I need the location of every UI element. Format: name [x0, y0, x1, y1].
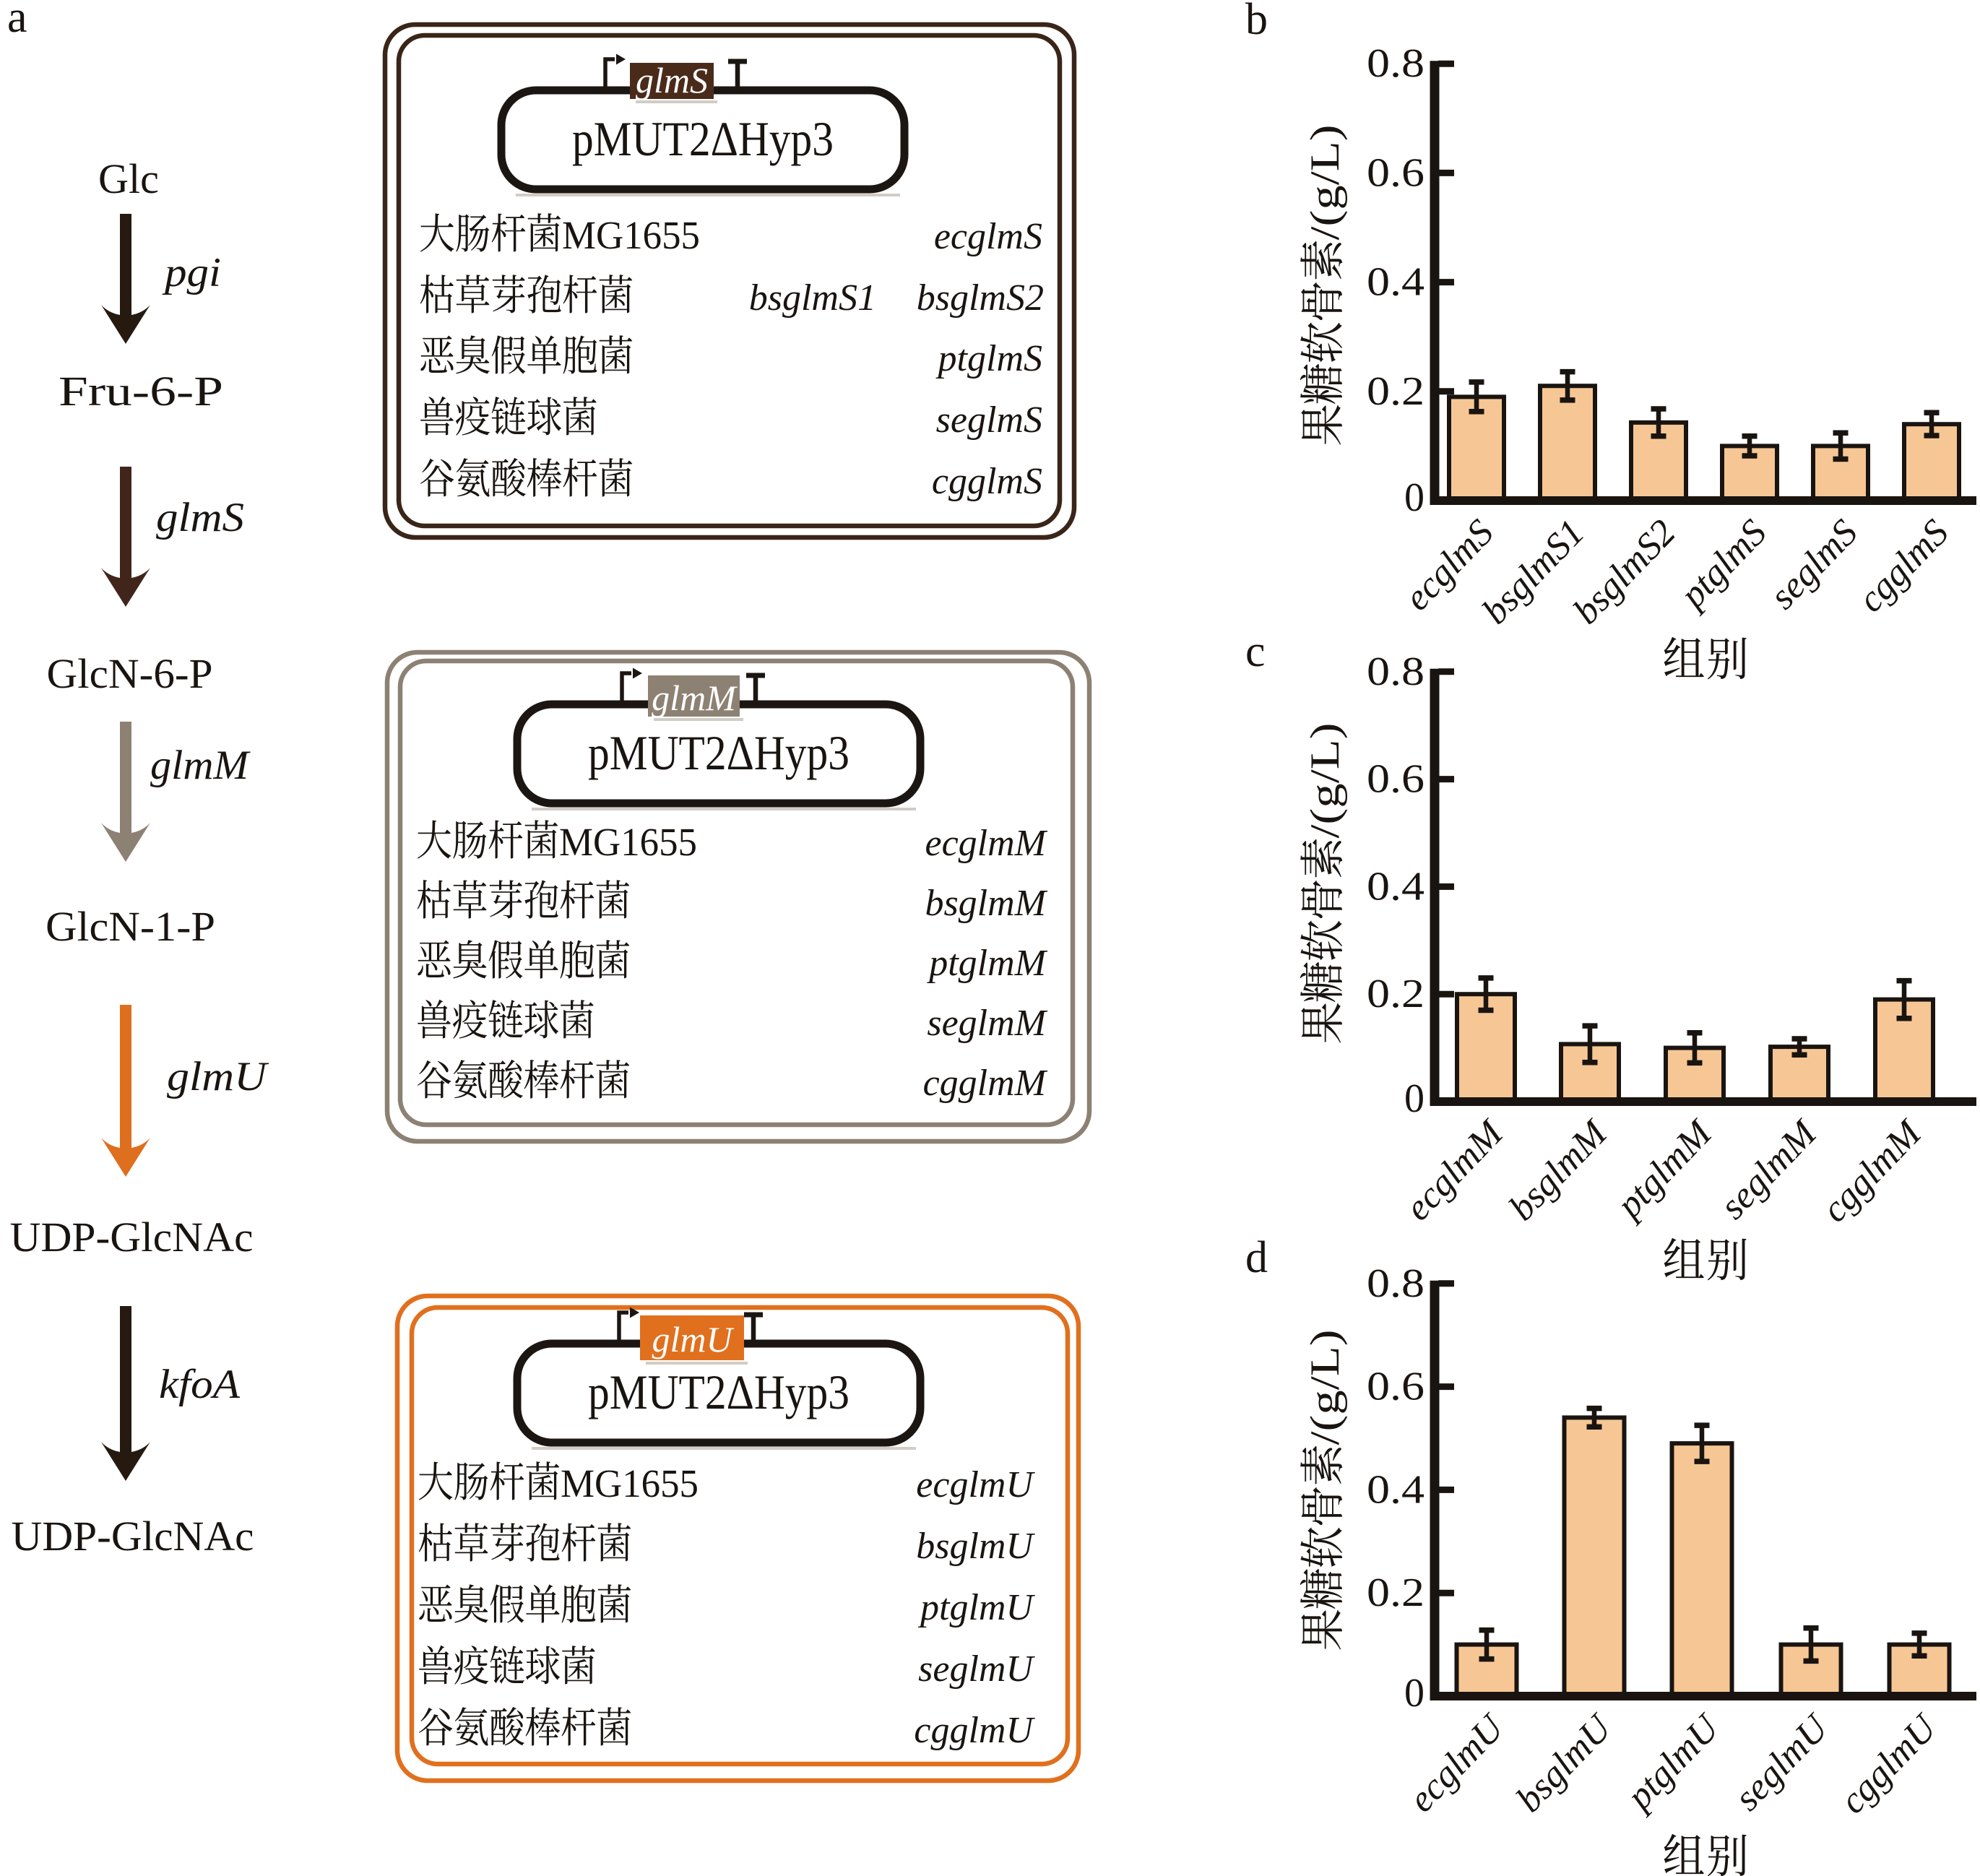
svg-text:MG1655: MG1655	[562, 213, 700, 257]
svg-text:bsglmU: bsglmU	[1508, 1706, 1621, 1820]
svg-text:bsglmS1: bsglmS1	[1474, 512, 1592, 632]
svg-text:b: b	[1245, 0, 1268, 44]
svg-text:glmS: glmS	[636, 60, 708, 100]
svg-text:d: d	[1245, 1233, 1268, 1282]
svg-text:glmM: glmM	[150, 743, 251, 788]
svg-text:ptglmU: ptglmU	[917, 1587, 1035, 1628]
svg-text:ecglmS: ecglmS	[934, 216, 1042, 257]
svg-text:ecglmU: ecglmU	[1401, 1706, 1513, 1820]
svg-text:ptglmM: ptglmM	[926, 943, 1047, 984]
svg-text:pMUT2ΔHyp3: pMUT2ΔHyp3	[588, 725, 850, 780]
svg-text:MG1655: MG1655	[559, 820, 697, 864]
svg-text:cgglmU: cgglmU	[1832, 1706, 1946, 1822]
svg-text:MG1655: MG1655	[561, 1461, 699, 1505]
svg-text:cgglmU: cgglmU	[914, 1710, 1035, 1751]
svg-text:bsglmM: bsglmM	[1501, 1112, 1616, 1229]
svg-text:ptglmS: ptglmS	[935, 338, 1042, 379]
svg-text:ecglmM: ecglmM	[925, 823, 1048, 864]
svg-text:seglmU: seglmU	[918, 1648, 1035, 1690]
svg-text:glmU: glmU	[652, 1319, 734, 1360]
svg-text:kfoA: kfoA	[159, 1362, 241, 1407]
svg-text:bsglmS1: bsglmS1	[749, 277, 876, 319]
svg-text:a: a	[7, 0, 27, 42]
svg-text:cgglmS: cgglmS	[932, 461, 1042, 502]
svg-text:0.4: 0.4	[1367, 864, 1425, 909]
svg-text:0.4: 0.4	[1367, 260, 1425, 305]
svg-text:0.2: 0.2	[1367, 972, 1425, 1016]
svg-text:GlcN-1-P: GlcN-1-P	[46, 903, 215, 950]
svg-text:seglmU: seglmU	[1726, 1706, 1838, 1818]
svg-text:/(g/L): /(g/L)	[1302, 125, 1348, 241]
svg-text:UDP-GlcNAc: UDP-GlcNAc	[10, 1214, 254, 1261]
svg-text:0.6: 0.6	[1367, 150, 1425, 195]
svg-text:glmS: glmS	[156, 495, 244, 540]
svg-text:ecglmU: ecglmU	[916, 1464, 1035, 1505]
svg-text:0.2: 0.2	[1367, 369, 1425, 414]
svg-text:seglmM: seglmM	[1712, 1112, 1825, 1227]
svg-text:glmU: glmU	[167, 1054, 269, 1099]
svg-text:seglmM: seglmM	[927, 1003, 1047, 1044]
svg-text:pMUT2ΔHyp3: pMUT2ΔHyp3	[588, 1365, 850, 1419]
svg-text:bsglmS2: bsglmS2	[917, 277, 1044, 319]
svg-text:ptglmU: ptglmU	[1617, 1706, 1729, 1819]
svg-text:0: 0	[1404, 475, 1425, 520]
svg-text:ptglmS: ptglmS	[1671, 512, 1775, 618]
svg-text:0.8: 0.8	[1367, 1261, 1425, 1306]
svg-text:0.8: 0.8	[1367, 41, 1425, 86]
svg-text:0: 0	[1404, 1076, 1425, 1121]
svg-text:Fru-6-P: Fru-6-P	[59, 368, 223, 415]
svg-text:ptglmM: ptglmM	[1607, 1112, 1721, 1228]
svg-text:bsglmM: bsglmM	[925, 883, 1047, 924]
svg-text:0: 0	[1404, 1671, 1425, 1716]
svg-text:GlcN-6-P: GlcN-6-P	[47, 650, 213, 697]
svg-text:0.8: 0.8	[1367, 649, 1425, 694]
svg-text:ecglmM: ecglmM	[1397, 1112, 1512, 1229]
svg-text:0.6: 0.6	[1367, 757, 1425, 802]
svg-text:bsglmS2: bsglmS2	[1565, 512, 1683, 632]
svg-text:/(g/L): /(g/L)	[1302, 723, 1348, 839]
svg-text:0.4: 0.4	[1367, 1467, 1425, 1512]
svg-text:cgglmS: cgglmS	[1850, 512, 1956, 621]
svg-text:UDP-GlcNAc: UDP-GlcNAc	[12, 1513, 254, 1560]
svg-text:seglmS: seglmS	[1762, 512, 1865, 618]
svg-text:cgglmM: cgglmM	[923, 1063, 1048, 1104]
svg-text:0.6: 0.6	[1367, 1365, 1425, 1409]
svg-text:seglmS: seglmS	[936, 399, 1042, 441]
svg-text:0.2: 0.2	[1367, 1570, 1425, 1615]
svg-text:/(g/L): /(g/L)	[1302, 1330, 1348, 1445]
svg-text:cgglmM: cgglmM	[1814, 1112, 1930, 1230]
svg-text:c: c	[1245, 627, 1266, 676]
svg-text:pgi: pgi	[162, 250, 221, 295]
svg-text:Glc: Glc	[98, 155, 159, 202]
svg-text:glmM: glmM	[652, 678, 738, 718]
svg-text:pMUT2ΔHyp3: pMUT2ΔHyp3	[572, 111, 834, 166]
svg-text:bsglmU: bsglmU	[916, 1526, 1035, 1567]
